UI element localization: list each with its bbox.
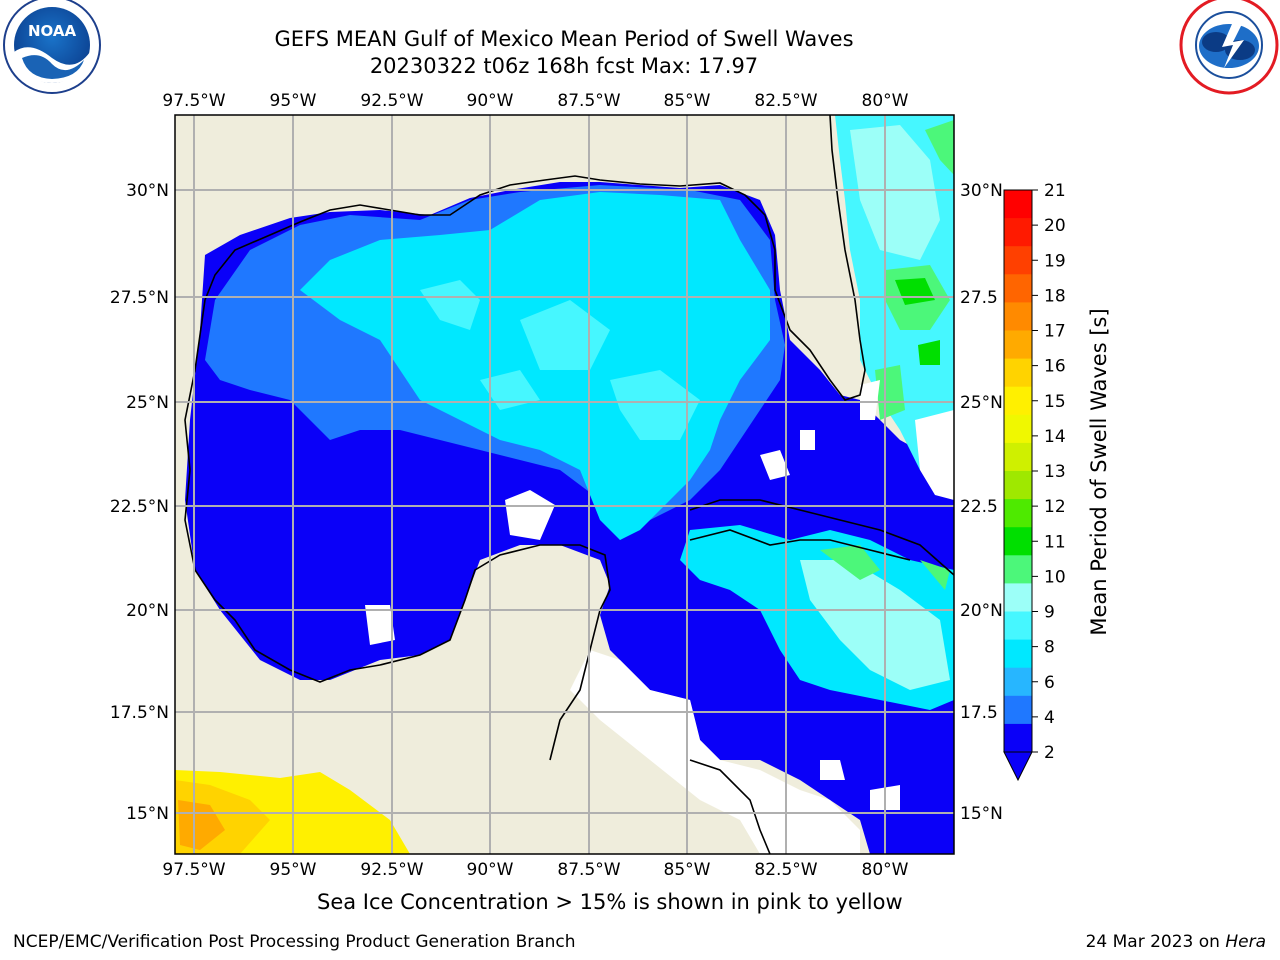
caribbean-water-light bbox=[800, 560, 950, 690]
colorbar-tick-label: 4 bbox=[1044, 708, 1055, 728]
colorbar-tick-label: 8 bbox=[1044, 638, 1055, 658]
lon-label: 95°W bbox=[270, 860, 317, 880]
colorbar bbox=[1003, 189, 1033, 782]
lon-label: 82.5°W bbox=[754, 91, 817, 111]
lon-label: 85°W bbox=[664, 860, 711, 880]
lat-labels-left: 30°N 27.5°N 25°N 22.5°N 20°N 17.5°N 15°N bbox=[110, 181, 169, 824]
colorbar-tick-label: 17 bbox=[1044, 322, 1066, 342]
colorbar-segment bbox=[1004, 442, 1032, 472]
colorbar-segment bbox=[1004, 330, 1032, 360]
colorbar-segment bbox=[1004, 358, 1032, 388]
colorbar-tick-label: 19 bbox=[1044, 251, 1066, 271]
lat-label: 25°N bbox=[126, 393, 169, 413]
colorbar-tick-label: 11 bbox=[1044, 532, 1066, 552]
colorbar-segment bbox=[1004, 583, 1032, 612]
lat-label: 20°N bbox=[960, 601, 1003, 621]
colorbar-segment bbox=[1004, 695, 1032, 725]
nws-logo bbox=[1179, 0, 1279, 95]
colorbar-tick-label: 2 bbox=[1044, 743, 1055, 763]
lat-label: 30°N bbox=[960, 181, 1003, 201]
lon-label: 80°W bbox=[862, 91, 909, 111]
footer-left: NCEP/EMC/Verification Post Processing Pr… bbox=[13, 932, 576, 952]
colorbar-label: Mean Period of Swell Waves [s] bbox=[1087, 308, 1111, 635]
colorbar-extend-arrow bbox=[1003, 751, 1033, 782]
footer-date: 24 Mar 2023 on bbox=[1085, 932, 1226, 952]
noaa-logo-text: NOAA bbox=[28, 22, 77, 40]
colorbar-segment bbox=[1004, 190, 1032, 219]
lon-label: 90°W bbox=[467, 91, 514, 111]
colorbar-tick-label: 9 bbox=[1044, 603, 1055, 623]
lat-label: 25°N bbox=[960, 393, 1003, 413]
colorbar-tick-label: 12 bbox=[1044, 497, 1066, 517]
chart-subtitle: 20230322 t06z 168h fcst Max: 17.97 bbox=[369, 54, 759, 78]
lon-label: 92.5°W bbox=[360, 860, 423, 880]
colorbar-segment bbox=[1004, 274, 1032, 303]
colorbar-segment bbox=[1004, 667, 1032, 697]
colorbar-segment bbox=[1004, 414, 1032, 444]
colorbar-tick-label: 15 bbox=[1044, 392, 1066, 412]
colorbar-segment bbox=[1004, 302, 1032, 331]
atlantic-water-bright-green bbox=[895, 278, 940, 365]
colorbar-tick-label: 18 bbox=[1044, 286, 1066, 306]
lon-label: 97.5°W bbox=[162, 91, 225, 111]
map-plot-area bbox=[175, 115, 954, 854]
colorbar-tick-label: 14 bbox=[1044, 427, 1066, 447]
lat-label: 17.5 bbox=[960, 703, 998, 723]
chart-title: GEFS MEAN Gulf of Mexico Mean Period of … bbox=[274, 27, 854, 51]
gridlines bbox=[175, 115, 954, 854]
lat-label: 15°N bbox=[960, 804, 1003, 824]
colorbar-tick-label: 21 bbox=[1044, 181, 1066, 201]
lon-label: 87.5°W bbox=[557, 91, 620, 111]
footer-host: Hera bbox=[1225, 932, 1266, 952]
colorbar-ticks: 21 20 19 18 17 16 15 14 13 12 11 10 9 8 6 4 2 bbox=[1032, 181, 1066, 763]
lon-label: 92.5°W bbox=[360, 91, 423, 111]
colorbar-segment bbox=[1004, 555, 1032, 584]
colorbar-segment bbox=[1004, 246, 1032, 275]
colorbar-segment bbox=[1004, 386, 1032, 416]
lat-label: 22.5 bbox=[960, 497, 998, 517]
colorbar-segment bbox=[1004, 471, 1032, 500]
coastlines bbox=[184, 115, 954, 854]
noaa-logo: NOAA bbox=[3, 0, 101, 94]
colorbar-tick-label: 10 bbox=[1044, 567, 1066, 587]
lat-label: 15°N bbox=[126, 804, 169, 824]
lat-label: 22.5°N bbox=[110, 497, 169, 517]
lat-label: 27.5°N bbox=[110, 288, 169, 308]
colorbar-tick-label: 13 bbox=[1044, 462, 1066, 482]
footer-right: 24 Mar 2023 on Hera bbox=[1086, 932, 1266, 952]
gulf-water-cyan bbox=[300, 192, 770, 540]
lat-label: 27.5 bbox=[960, 288, 998, 308]
lon-label: 97.5°W bbox=[162, 860, 225, 880]
lon-label: 90°W bbox=[467, 860, 514, 880]
lon-label: 85°W bbox=[664, 91, 711, 111]
caribbean-water-green bbox=[820, 545, 950, 590]
lon-label: 80°W bbox=[862, 860, 909, 880]
colorbar-segment bbox=[1004, 639, 1032, 669]
lon-labels-bottom: 97.5°W 95°W 92.5°W 90°W 87.5°W 85°W 82.5… bbox=[162, 860, 908, 880]
sea-ice-note: Sea Ice Concentration > 15% is shown in … bbox=[317, 890, 903, 914]
nodata-yucatan bbox=[570, 650, 860, 854]
lat-labels-right: 30°N 27.5 25°N 22.5 20°N 17.5 15°N bbox=[960, 181, 1003, 824]
colorbar-segment bbox=[1004, 499, 1032, 528]
colorbar-segment bbox=[1004, 611, 1032, 641]
colorbar-tick-label: 6 bbox=[1044, 673, 1055, 693]
colorbar-tick-label: 20 bbox=[1044, 216, 1066, 236]
map-frame bbox=[174, 114, 955, 855]
atlantic-water-green bbox=[875, 120, 954, 420]
lon-label: 95°W bbox=[270, 91, 317, 111]
gulf-water-light bbox=[420, 280, 700, 440]
lon-label: 87.5°W bbox=[557, 860, 620, 880]
lon-label: 82.5°W bbox=[754, 860, 817, 880]
lat-label: 30°N bbox=[126, 181, 169, 201]
colorbar-segment bbox=[1004, 218, 1032, 247]
colorbar-segment bbox=[1004, 527, 1032, 556]
colorbar-tick-label: 16 bbox=[1044, 357, 1066, 377]
colorbar-segment bbox=[1004, 723, 1032, 753]
atlantic-water-light bbox=[850, 125, 940, 260]
lat-label: 17.5°N bbox=[110, 703, 169, 723]
nodata-bahamas bbox=[860, 380, 954, 500]
lon-labels-top: 97.5°W 95°W 92.5°W 90°W 87.5°W 85°W 82.5… bbox=[162, 91, 908, 111]
lat-label: 20°N bbox=[126, 601, 169, 621]
